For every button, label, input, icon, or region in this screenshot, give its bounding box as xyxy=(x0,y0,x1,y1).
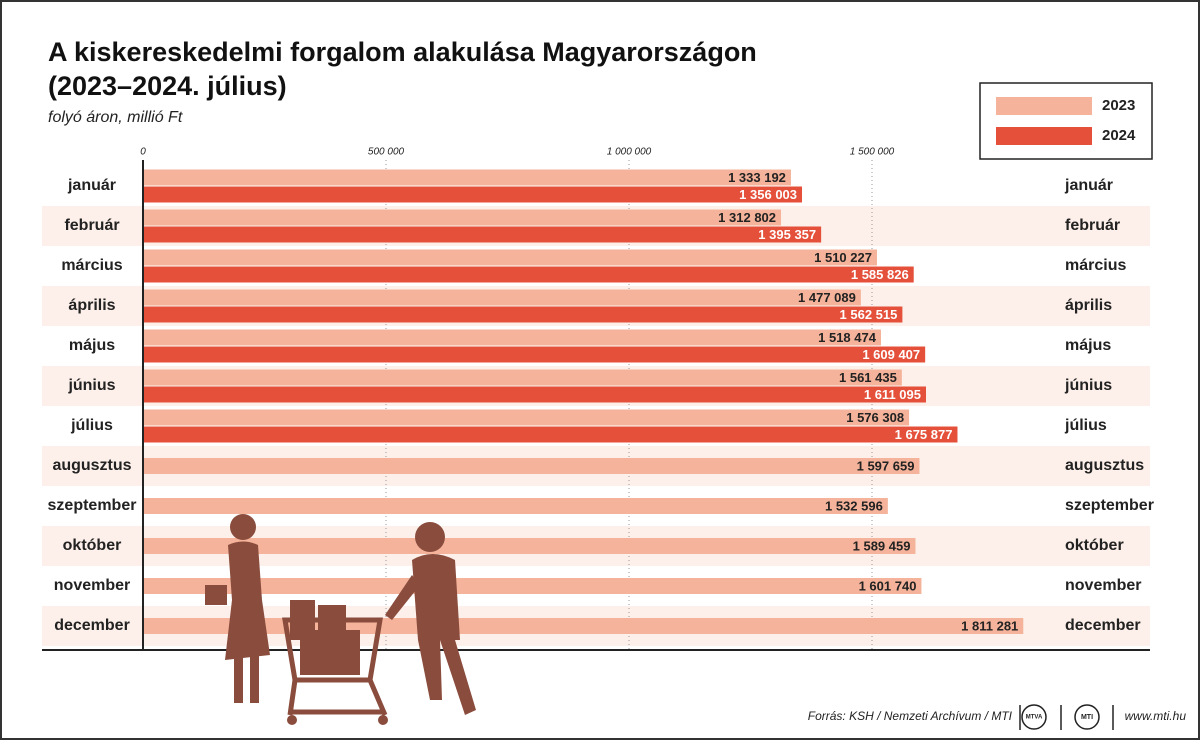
bar xyxy=(143,249,877,266)
y-tick-label-right: szeptember xyxy=(1065,497,1154,514)
value-label: 1 589 459 xyxy=(853,538,911,553)
y-tick-label: november xyxy=(54,577,130,594)
value-label: 1 518 474 xyxy=(818,330,877,345)
legend-label: 2024 xyxy=(1102,127,1136,144)
value-label: 1 585 826 xyxy=(851,267,909,282)
logo-ring xyxy=(1074,704,1100,730)
logo: MTVA xyxy=(1026,715,1043,721)
y-tick-label: április xyxy=(68,297,115,314)
legend-label: 2023 xyxy=(1102,97,1135,114)
y-tick-label: március xyxy=(61,257,122,274)
y-tick-label: május xyxy=(69,337,115,354)
value-label: 1 811 281 xyxy=(961,618,1018,633)
bar xyxy=(143,186,803,203)
x-tick-label: 1 500 000 xyxy=(850,147,895,158)
y-tick-label-right: október xyxy=(1065,537,1124,554)
bar xyxy=(143,578,922,594)
y-tick-label-right: május xyxy=(1065,337,1111,354)
value-label: 1 561 435 xyxy=(839,370,897,385)
bar xyxy=(143,458,920,474)
value-label: 1 333 192 xyxy=(728,170,786,185)
bar xyxy=(143,266,914,283)
logo: MTI xyxy=(1081,714,1093,721)
legend-swatch xyxy=(996,127,1092,145)
bar xyxy=(143,209,782,226)
y-tick-label: június xyxy=(67,377,115,394)
legend-swatch xyxy=(996,97,1092,115)
chart-title: A kiskereskedelmi forgalom alakulása Mag… xyxy=(48,37,757,67)
bar xyxy=(143,289,861,306)
silhouettes xyxy=(205,514,476,725)
legend-box xyxy=(979,82,1153,160)
bar xyxy=(143,306,903,323)
logo-ring xyxy=(1021,704,1047,730)
subtitle: folyó áron, millió Ft xyxy=(48,109,183,126)
y-tick-label: augusztus xyxy=(52,457,131,474)
y-tick-label-right: március xyxy=(1065,257,1126,274)
y-tick-label-right: április xyxy=(1065,297,1112,314)
y-tick-label: december xyxy=(54,617,130,634)
x-tick-label: 1 000 000 xyxy=(607,147,652,158)
bar xyxy=(143,618,1024,634)
value-label: 1 601 740 xyxy=(859,578,917,593)
bar xyxy=(143,346,926,363)
y-tick-label-right: február xyxy=(1065,217,1120,234)
y-tick-label-right: november xyxy=(1065,577,1141,594)
value-label: 1 609 407 xyxy=(862,347,920,362)
value-label: 1 312 802 xyxy=(718,210,776,225)
bar xyxy=(143,498,888,514)
bar xyxy=(143,386,926,403)
bar xyxy=(143,426,958,443)
value-label: 1 477 089 xyxy=(798,290,856,305)
y-tick-label-right: december xyxy=(1065,617,1141,634)
y-tick-label: szeptember xyxy=(48,497,137,514)
y-tick-label-right: június xyxy=(1064,377,1112,394)
bar xyxy=(143,538,916,554)
bar xyxy=(143,169,791,186)
y-tick-label: február xyxy=(64,217,119,234)
y-tick-label: július xyxy=(70,417,113,434)
value-label: 1 395 357 xyxy=(758,227,816,242)
value-label: 1 611 095 xyxy=(864,387,921,402)
y-tick-label: január xyxy=(67,177,116,194)
bar xyxy=(143,369,902,386)
x-tick-label: 0 xyxy=(140,147,146,158)
y-tick-label-right: január xyxy=(1064,177,1113,194)
y-tick-label-right: július xyxy=(1064,417,1107,434)
bar xyxy=(143,329,881,346)
value-label: 1 597 659 xyxy=(857,458,915,473)
website: www.mti.hu xyxy=(1125,709,1187,723)
value-label: 1 356 003 xyxy=(739,187,797,202)
value-label: 1 510 227 xyxy=(814,250,872,265)
value-label: 1 675 877 xyxy=(895,427,953,442)
value-label: 1 562 515 xyxy=(840,307,898,322)
value-label: 1 532 596 xyxy=(825,498,883,513)
source: Forrás: KSH / Nemzeti Archívum / MTI xyxy=(808,709,1013,723)
value-label: 1 576 308 xyxy=(846,410,904,425)
y-tick-label-right: augusztus xyxy=(1065,457,1144,474)
x-tick-label: 500 000 xyxy=(368,147,405,158)
bar xyxy=(143,226,822,243)
chart-title: (2023–2024. július) xyxy=(48,71,287,101)
y-tick-label: október xyxy=(63,537,122,554)
bar xyxy=(143,409,910,426)
